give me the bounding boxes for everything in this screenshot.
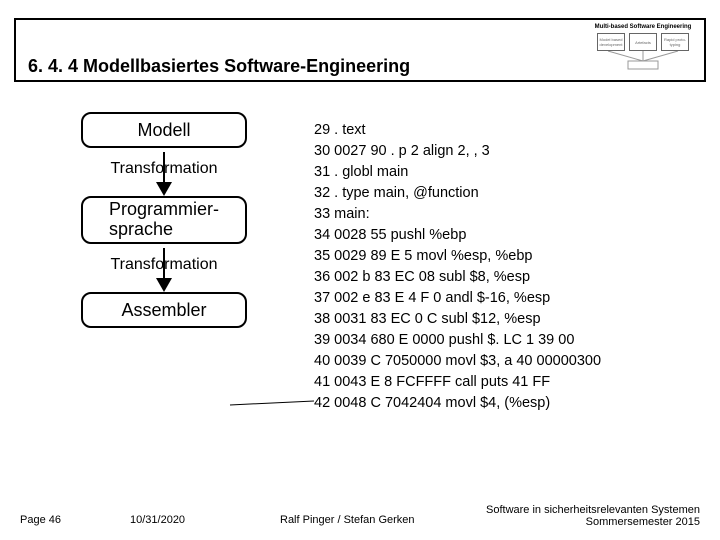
code-line: 40 0039 C 7050000 movl $3, a 40 00000300 xyxy=(314,351,710,372)
header-logo-title: Multi-based Software Engineering xyxy=(588,24,698,30)
assembly-code-block: 29 . text 30 0027 90 . p 2 align 2, , 3 … xyxy=(314,120,710,414)
code-line: 39 0034 680 E 0000 pushl $. LC 1 39 00 xyxy=(314,330,710,351)
footer-authors: Ralf Pinger / Stefan Gerken xyxy=(280,514,415,526)
header-logo-box-2: Artefacts xyxy=(629,33,657,51)
code-line: 30 0027 90 . p 2 align 2, , 3 xyxy=(314,141,710,162)
slide: 6. 4. 4 Modellbasiertes Software-Enginee… xyxy=(0,0,720,540)
footer-course-title: Software in sicherheitsrelevanten System… xyxy=(486,504,700,516)
header-logo-row: Model based development Artefacts Rapid … xyxy=(588,33,698,51)
code-line: 34 0028 55 pushl %ebp xyxy=(314,225,710,246)
arrow-2: Transformation xyxy=(64,244,264,292)
code-line: 36 002 b 83 EC 08 subl $8, %esp xyxy=(314,267,710,288)
footer: Page 46 10/31/2020 Ralf Pinger / Stefan … xyxy=(0,500,720,540)
header-logo-box-1: Model based development xyxy=(597,33,625,51)
code-line: 32 . type main, @function xyxy=(314,183,710,204)
footer-date: 10/31/2020 xyxy=(130,514,185,526)
node-modell: Modell xyxy=(81,112,247,148)
header-logo-connectors xyxy=(588,51,698,71)
code-line: 35 0029 89 E 5 movl %esp, %ebp xyxy=(314,246,710,267)
header-logo-diagram: Multi-based Software Engineering Model b… xyxy=(588,24,698,76)
page-number: Page 46 xyxy=(20,514,61,526)
header-logo-box-3: Rapid proto- typing xyxy=(661,33,689,51)
code-line: 33 main: xyxy=(314,204,710,225)
edge-label-1: Transformation xyxy=(64,160,264,178)
node-programmiersprache-label: Programmier-sprache xyxy=(109,200,219,240)
code-line: 37 002 e 83 E 4 F 0 andl $-16, %esp xyxy=(314,288,710,309)
code-line: 38 0031 83 EC 0 C subl $12, %esp xyxy=(314,309,710,330)
code-line: 42 0048 C 7042404 movl $4, (%esp) xyxy=(314,393,710,414)
node-assembler: Assembler xyxy=(81,292,247,328)
code-line: 41 0043 E 8 FCFFFF call puts 41 FF xyxy=(314,372,710,393)
edge-label-2: Transformation xyxy=(64,256,264,274)
arrow-1: Transformation xyxy=(64,148,264,196)
node-programmiersprache: Programmier-sprache xyxy=(81,196,247,244)
slide-title: 6. 4. 4 Modellbasiertes Software-Enginee… xyxy=(28,56,410,77)
code-line: 31 . globl main xyxy=(314,162,710,183)
flow-diagram: Modell Transformation Programmier-sprach… xyxy=(64,112,264,328)
code-line: 29 . text xyxy=(314,120,710,141)
footer-semester: Sommersemester 2015 xyxy=(586,516,700,528)
callout-line xyxy=(230,405,314,406)
